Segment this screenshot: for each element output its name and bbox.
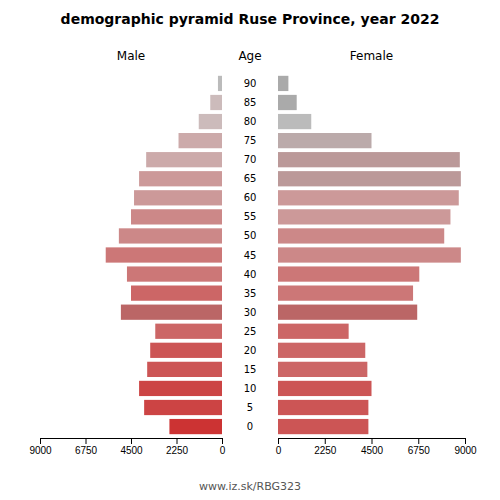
tick: 9000 — [454, 438, 477, 456]
tick: 0 — [276, 438, 282, 456]
bar — [179, 133, 222, 148]
tick-label: 4500 — [120, 445, 143, 456]
tick-mark — [131, 438, 132, 444]
category-label: 30 — [244, 307, 257, 318]
category-label: 75 — [244, 135, 257, 146]
bar — [278, 324, 349, 339]
bar — [278, 419, 368, 434]
tick: 4500 — [361, 438, 384, 456]
axis-line — [279, 439, 466, 445]
tick-mark — [325, 438, 326, 444]
category-label: 5 — [247, 402, 253, 413]
bar — [139, 171, 222, 186]
tick-label: 9000 — [454, 445, 477, 456]
bar — [278, 400, 368, 415]
category-label: 60 — [244, 192, 257, 203]
bar — [278, 190, 459, 205]
footer: www.iz.sk/RBG323 — [199, 480, 301, 493]
bar — [278, 133, 372, 148]
bar — [278, 362, 367, 377]
category-label: 20 — [244, 345, 257, 356]
bar — [278, 305, 417, 320]
category-label: 70 — [244, 154, 257, 165]
category-label: 35 — [244, 288, 257, 299]
tick: 0 — [220, 438, 226, 456]
bar — [155, 324, 222, 339]
tick-mark — [418, 438, 419, 444]
series-header: Female — [350, 49, 393, 63]
bar — [278, 209, 450, 224]
category-label: 50 — [244, 230, 257, 241]
x-axis: 0 2250 4500 6750 9000 — [29, 438, 225, 456]
bar — [131, 286, 222, 301]
bars — [278, 76, 461, 434]
tick: 4500 — [120, 438, 143, 456]
tick-label: 0 — [220, 445, 226, 456]
bar — [210, 95, 222, 110]
tick-mark — [278, 438, 279, 444]
bar — [139, 381, 222, 396]
bar — [278, 286, 413, 301]
category-label: 45 — [244, 250, 257, 261]
category-label: 15 — [244, 364, 257, 375]
tick-mark — [222, 438, 223, 444]
chart: demographic pyramid Ruse Province, year … — [0, 0, 500, 500]
bar — [147, 362, 222, 377]
category-label: 90 — [244, 78, 257, 89]
bar — [134, 190, 222, 205]
axis-line — [41, 439, 223, 445]
bar — [199, 114, 222, 129]
bar — [278, 152, 460, 167]
tick-mark — [372, 438, 373, 444]
tick-label: 9000 — [29, 445, 52, 456]
tick-label: 6750 — [75, 445, 98, 456]
category-label: 10 — [244, 383, 257, 394]
bar — [218, 76, 222, 91]
bar — [150, 343, 222, 358]
category-label: 40 — [244, 269, 257, 280]
bar — [106, 247, 222, 262]
bar — [278, 247, 461, 262]
series-header: Male — [117, 49, 145, 63]
tick: 2250 — [166, 438, 189, 456]
bar — [169, 419, 222, 434]
tick-mark — [86, 438, 87, 444]
category-label: 85 — [244, 97, 257, 108]
tick-label: 4500 — [361, 445, 384, 456]
bar — [278, 76, 288, 91]
tick: 2250 — [314, 438, 337, 456]
tick-label: 6750 — [408, 445, 431, 456]
bar — [144, 400, 222, 415]
tick: 6750 — [75, 438, 98, 456]
bar — [278, 381, 372, 396]
tick-label: 0 — [276, 445, 282, 456]
category-label: 65 — [244, 173, 257, 184]
bar — [278, 95, 297, 110]
bar — [127, 266, 222, 281]
category-label: 55 — [244, 211, 257, 222]
category-label: 0 — [247, 421, 253, 432]
bar — [146, 152, 222, 167]
bar — [278, 228, 444, 243]
tick-label: 2250 — [166, 445, 189, 456]
category-label: 80 — [244, 116, 257, 127]
bar — [278, 171, 461, 186]
bars — [106, 76, 222, 434]
bar — [278, 266, 419, 281]
axis-title: Age — [238, 49, 261, 63]
bar — [278, 114, 311, 129]
tick: 9000 — [29, 438, 52, 456]
tick-label: 2250 — [314, 445, 337, 456]
tick-mark — [465, 438, 466, 444]
bar — [131, 209, 222, 224]
bar — [121, 305, 222, 320]
tick: 6750 — [408, 438, 431, 456]
category-label: 25 — [244, 326, 257, 337]
bar — [278, 343, 365, 358]
title: demographic pyramid Ruse Province, year … — [61, 11, 440, 27]
tick-mark — [177, 438, 178, 444]
tick-mark — [40, 438, 41, 444]
bar — [119, 228, 222, 243]
x-axis: 0 2250 4500 6750 9000 — [276, 438, 477, 456]
